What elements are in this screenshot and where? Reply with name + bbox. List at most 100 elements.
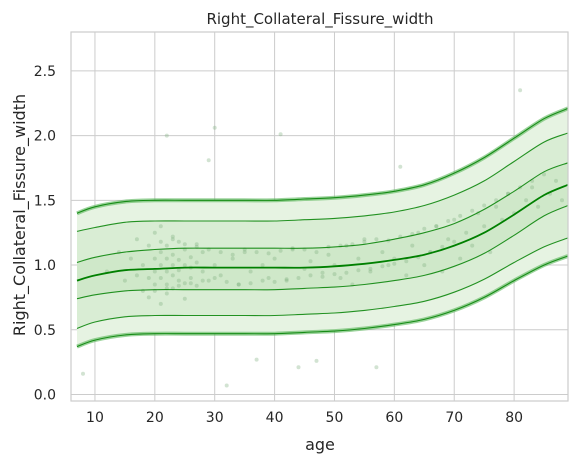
scatter-point xyxy=(182,242,187,247)
x-tick-label: 50 xyxy=(326,410,344,426)
scatter-point xyxy=(308,273,313,278)
percentile-bands xyxy=(77,108,568,347)
scatter-point xyxy=(254,357,259,362)
scatter-point xyxy=(404,259,409,264)
y-tick-label: 1.0 xyxy=(34,258,56,274)
scatter-point xyxy=(188,276,193,280)
y-tick-label: 2.0 xyxy=(34,129,56,145)
scatter-point xyxy=(170,234,175,239)
scatter-point xyxy=(230,252,235,257)
scatter-point xyxy=(272,279,277,284)
scatter-point xyxy=(434,224,439,229)
scatter-point xyxy=(236,282,241,287)
scatter-point xyxy=(266,276,271,280)
scatter-point xyxy=(206,278,211,283)
scatter-point xyxy=(296,365,301,370)
scatter-point xyxy=(482,224,487,229)
scatter-point xyxy=(170,263,175,268)
scatter-point xyxy=(176,268,181,273)
scatter-point xyxy=(278,248,283,253)
percentile-lines xyxy=(76,106,569,349)
scatter-point xyxy=(452,239,457,244)
scatter-point xyxy=(152,282,157,287)
scatter-point xyxy=(128,256,133,261)
scatter-point xyxy=(134,273,139,278)
scatter-point xyxy=(182,263,187,268)
scatter-point xyxy=(212,276,217,280)
scatter-point xyxy=(158,263,163,268)
scatter-point xyxy=(524,198,529,203)
scatter-point xyxy=(386,263,391,268)
scatter-point xyxy=(314,250,319,255)
scatter-point xyxy=(278,132,283,137)
x-tick-label: 70 xyxy=(445,410,463,426)
percentile-line xyxy=(76,132,569,232)
scatter-point xyxy=(356,256,361,261)
x-tick-label: 20 xyxy=(146,410,164,426)
scatter-point xyxy=(158,224,163,229)
scatter-point xyxy=(530,185,535,190)
scatter-point xyxy=(374,237,379,242)
scatter-point xyxy=(146,295,151,300)
scatter-point xyxy=(284,278,289,283)
scatter-point xyxy=(452,217,457,222)
scatter-point xyxy=(158,250,163,255)
scatter-point xyxy=(176,283,181,288)
scatter-point xyxy=(176,278,181,283)
scatter-point xyxy=(338,276,343,280)
scatter-point xyxy=(368,269,373,274)
x-axis-label: age xyxy=(305,435,335,454)
scatter-point xyxy=(362,237,367,242)
scatter-point xyxy=(314,358,319,363)
scatter-point xyxy=(380,250,385,255)
scatter-point xyxy=(398,164,403,169)
scatter-point xyxy=(236,282,241,287)
y-tick-labels: 0.0 0.5 1.0 1.5 2.0 2.5 xyxy=(34,64,56,404)
scatter-point xyxy=(164,133,169,138)
scatter-point xyxy=(164,243,169,248)
scatter-point xyxy=(542,172,546,177)
scatter-point xyxy=(206,158,211,163)
scatter-point xyxy=(200,250,205,255)
scatter-point xyxy=(362,239,367,244)
scatter-point xyxy=(212,125,217,130)
y-tick-label: 0.0 xyxy=(34,388,56,404)
scatter-point xyxy=(554,178,558,183)
scatter-point xyxy=(122,278,127,283)
scatter-point xyxy=(200,278,205,283)
scatter-point xyxy=(164,291,169,296)
x-tick-label: 80 xyxy=(505,410,523,426)
scatter-point xyxy=(410,243,415,248)
scatter-point xyxy=(266,251,271,256)
scatter-point xyxy=(176,239,181,244)
scatter-point xyxy=(422,263,427,268)
scatter-point xyxy=(332,272,337,277)
scatter-point xyxy=(368,266,373,271)
scatter-point xyxy=(81,371,85,376)
scatter-point xyxy=(158,301,163,306)
scatter-point xyxy=(200,269,205,274)
scatter-point xyxy=(134,237,139,242)
scatter-point xyxy=(440,244,445,249)
scatter-point xyxy=(470,243,475,248)
scatter-point xyxy=(434,224,439,229)
scatter-point xyxy=(494,204,499,209)
scatter-point xyxy=(140,263,145,268)
median-line xyxy=(76,183,569,282)
x-tick-label: 30 xyxy=(206,410,224,426)
scatter-point xyxy=(464,230,469,235)
percentile-line xyxy=(76,162,569,264)
scatter-point xyxy=(482,203,487,208)
scatter-point xyxy=(152,230,157,235)
scatter-point xyxy=(404,273,409,278)
scatter-point xyxy=(158,276,163,280)
scatter-point xyxy=(194,283,199,288)
scatter-point xyxy=(284,277,289,282)
scatter-point xyxy=(218,273,223,278)
scatter-point xyxy=(146,243,151,248)
scatter-point xyxy=(446,219,451,223)
scatter-point xyxy=(194,260,199,265)
scatter-point xyxy=(146,276,151,280)
percentile-line xyxy=(76,237,569,330)
